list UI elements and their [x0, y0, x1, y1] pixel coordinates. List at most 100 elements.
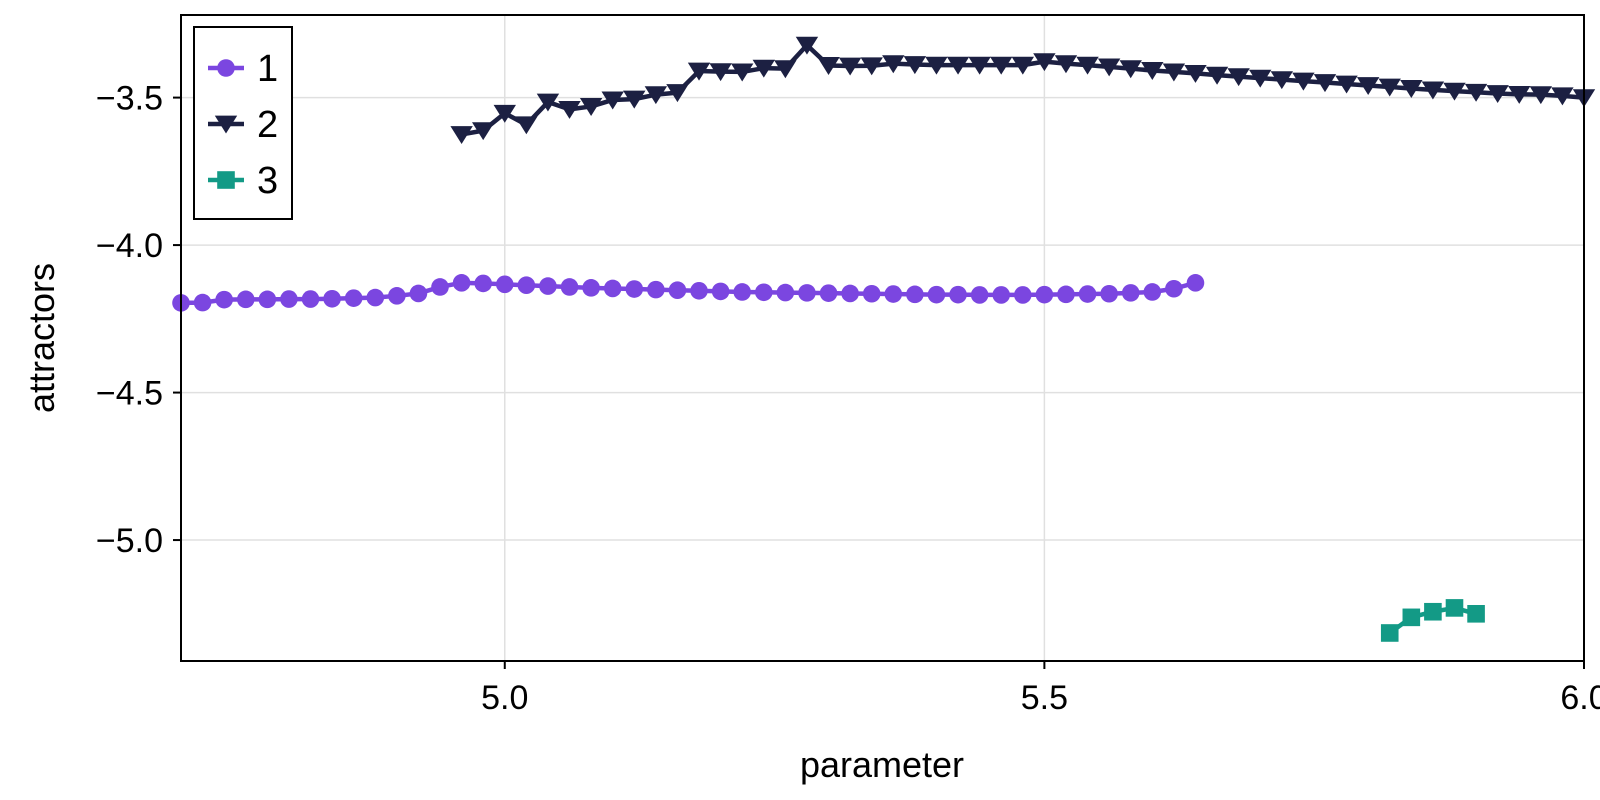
series-2-point	[493, 104, 516, 123]
series-2-point	[860, 57, 883, 76]
series-2-point	[817, 57, 840, 75]
series-1-point	[582, 279, 600, 297]
series-2	[450, 36, 1596, 144]
series-2-point	[882, 55, 905, 74]
legend-swatch-marker	[217, 171, 235, 189]
series-2-point	[1464, 83, 1488, 102]
series-1-point	[344, 289, 363, 307]
series-1-point	[1143, 283, 1162, 301]
y-axis-title: attractors	[21, 263, 62, 413]
series-1-point	[970, 286, 989, 304]
legend-label: 2	[257, 104, 278, 146]
series-2-point	[925, 56, 948, 75]
series-1-point	[452, 274, 471, 292]
y-tick-label: −3.5	[96, 80, 163, 118]
y-tick-label: −5.0	[96, 522, 163, 560]
legend: 1 2 3	[193, 26, 293, 220]
series-2-point	[1076, 56, 1099, 75]
y-tick-label: −4.5	[96, 375, 163, 413]
x-tick-label: 5.0	[481, 679, 528, 717]
series-2-point	[752, 59, 775, 78]
series-1-point	[236, 290, 255, 309]
series-3-point	[1402, 608, 1421, 627]
plot-series	[172, 36, 1596, 642]
series-3-point	[1467, 605, 1485, 623]
x-axis-title: parameter	[800, 744, 964, 785]
series-2-point	[1335, 75, 1358, 94]
series-1-point	[798, 284, 816, 302]
series-2-point	[795, 36, 819, 55]
series-2-point	[1249, 69, 1272, 88]
y-tick-label: −4.0	[96, 227, 163, 265]
series-2-point	[601, 91, 624, 110]
series-2-point	[1486, 85, 1509, 103]
series-1-point	[1014, 286, 1032, 304]
series-1-point	[927, 285, 946, 304]
series-2-point	[1162, 63, 1186, 82]
series-2-point	[1141, 62, 1164, 80]
series-1-point	[388, 287, 406, 305]
series-2-point	[558, 100, 581, 119]
series-2-point	[731, 63, 754, 82]
series-1-point	[409, 284, 428, 303]
legend-swatch-marker	[214, 115, 238, 134]
series-1-point	[539, 277, 557, 295]
series-1-point	[819, 284, 838, 302]
series-3-point	[1445, 599, 1464, 617]
series-1-point	[992, 286, 1011, 304]
series-2-point	[1421, 81, 1445, 100]
series-1-point	[603, 279, 622, 298]
series-2-point	[687, 62, 711, 81]
series-1-point	[215, 290, 233, 309]
series-1-point	[1035, 285, 1054, 304]
series-1-point	[560, 278, 579, 296]
legend-item-3: 3	[208, 160, 278, 202]
series-2-point	[515, 116, 538, 135]
series-1-point	[431, 278, 449, 296]
series-2-point	[579, 98, 603, 116]
legend-label: 1	[257, 48, 278, 90]
series-2-point	[1227, 68, 1250, 87]
series-2-point	[1054, 55, 1078, 74]
series-1-point	[301, 290, 320, 308]
series-2-point	[1508, 85, 1531, 104]
series-1-point	[625, 280, 644, 298]
series-1-point	[280, 290, 298, 308]
legend-item-1: 1	[208, 48, 278, 90]
series-1-point	[647, 280, 665, 299]
series-2-point	[644, 86, 668, 105]
series-2-point	[968, 56, 991, 75]
series-1-point	[495, 275, 514, 294]
series-1-point	[1100, 284, 1118, 303]
series-1-point	[733, 283, 751, 301]
legend-label: 3	[257, 160, 278, 202]
legend-swatch-marker	[217, 59, 235, 77]
series-3-point	[1380, 624, 1399, 642]
series-1-point	[193, 293, 212, 312]
series-2-point	[1551, 87, 1574, 106]
series-2-point	[709, 63, 732, 82]
series-1-point	[906, 285, 924, 304]
series-2-point	[1356, 77, 1380, 96]
legend-item-2: 2	[208, 104, 278, 146]
series-2-point	[990, 56, 1013, 75]
series-2-point	[471, 122, 495, 141]
series-2-point	[1529, 86, 1553, 105]
series-1-point	[754, 283, 773, 302]
series-2-point	[1119, 60, 1142, 79]
series-1-point	[841, 284, 859, 303]
series-1-point	[1186, 274, 1205, 292]
series-3-point	[1424, 602, 1442, 621]
axis-ticks: 5.0 5.5 6.0 −3.5 −4.0 −4.5 −5.0	[96, 80, 1600, 717]
series-2-point	[1184, 65, 1207, 83]
series-2-point	[450, 126, 473, 144]
series-2-point	[1205, 66, 1229, 85]
series-2-point	[1011, 56, 1034, 75]
series-1-point	[1165, 279, 1183, 298]
series-2-point	[946, 56, 970, 75]
series-2-point	[903, 56, 927, 75]
series-1-point	[258, 290, 277, 309]
series-1	[172, 274, 1205, 312]
series-1-point	[1078, 285, 1097, 303]
series-2-point	[1443, 82, 1466, 101]
